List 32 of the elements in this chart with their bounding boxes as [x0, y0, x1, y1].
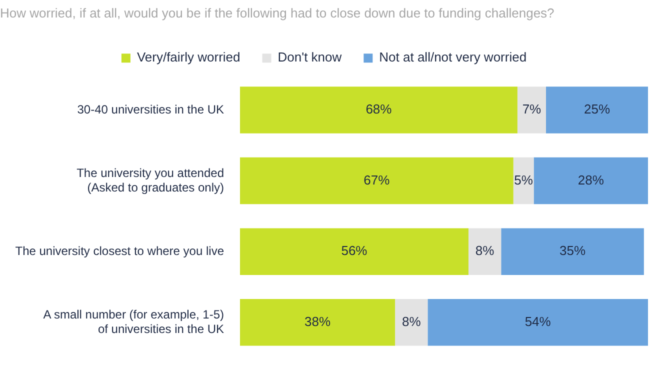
- legend-label: Very/fairly worried: [136, 50, 240, 65]
- y-tick-label: 30-40 universities in the UK: [77, 102, 224, 116]
- data-label: 8%: [475, 243, 495, 258]
- bar: [395, 299, 428, 346]
- y-tick-label: A small number (for example, 1-5) of universities in the UK: [43, 308, 224, 336]
- bar: [534, 157, 648, 204]
- data-label: 67%: [364, 172, 390, 188]
- chart-title: How worried, if at all, would you be if the following had to close down due to funding challenges?: [0, 5, 554, 20]
- data-label: 28%: [578, 172, 604, 188]
- bar: [240, 228, 468, 275]
- legend-label: Don't know: [278, 50, 342, 65]
- legend-label: Not at all/not very worried: [379, 50, 527, 65]
- data-label: 54%: [524, 314, 552, 329]
- bar: [468, 228, 502, 275]
- data-label: 56%: [341, 243, 368, 258]
- bar: [501, 228, 644, 275]
- bar: [517, 86, 546, 134]
- bar: [240, 86, 518, 134]
- bar: [546, 86, 648, 134]
- data-label: 35%: [560, 243, 586, 258]
- data-label: 7%: [522, 102, 542, 117]
- y-tick-label: The university you attended (Asked to graduates only): [76, 166, 224, 194]
- data-label: 8%: [402, 314, 422, 329]
- bar: [428, 299, 648, 346]
- bar: [240, 299, 396, 346]
- bar: [240, 157, 514, 204]
- data-label: 25%: [584, 102, 610, 117]
- bar: [513, 157, 534, 204]
- data-label: 5%: [514, 172, 534, 188]
- data-label: 38%: [304, 314, 331, 329]
- data-label: 68%: [366, 102, 392, 117]
- y-tick-label: The university closest to where you live: [15, 244, 224, 258]
